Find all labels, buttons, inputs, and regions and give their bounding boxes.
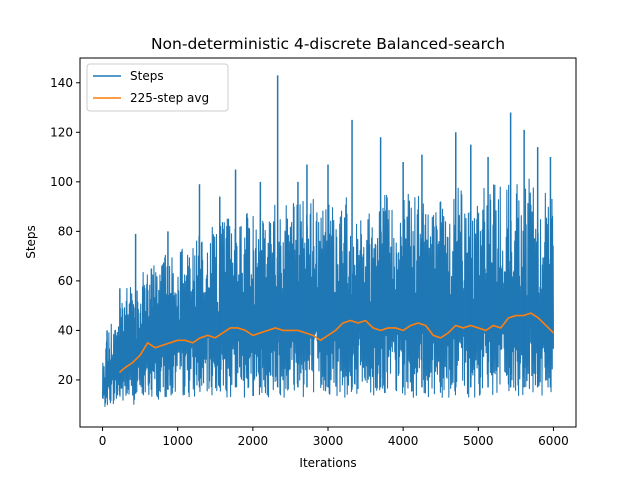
y-tick-label: 20	[58, 373, 73, 387]
legend-steps-label: Steps	[130, 69, 164, 83]
y-tick-label: 60	[58, 274, 73, 288]
y-tick-label: 80	[58, 224, 73, 238]
y-tick-label: 40	[58, 323, 73, 337]
y-tick-label: 120	[50, 125, 73, 139]
x-tick-label: 0	[99, 434, 107, 448]
x-axis-label: Iterations	[299, 456, 356, 470]
x-tick-label: 5000	[463, 434, 494, 448]
y-tick-label: 100	[50, 175, 73, 189]
x-tick-label: 4000	[388, 434, 419, 448]
x-tick-label: 1000	[162, 434, 193, 448]
chart-title: Non-deterministic 4-discrete Balanced-se…	[151, 35, 505, 53]
legend-avg-label: 225-step avg	[130, 91, 209, 105]
y-tick-label: 140	[50, 76, 73, 90]
y-axis-label: Steps	[24, 225, 38, 259]
x-tick-label: 3000	[313, 434, 344, 448]
x-tick-label: 2000	[238, 434, 269, 448]
x-tick-label: 6000	[538, 434, 569, 448]
legend: Steps 225-step avg	[87, 64, 228, 111]
